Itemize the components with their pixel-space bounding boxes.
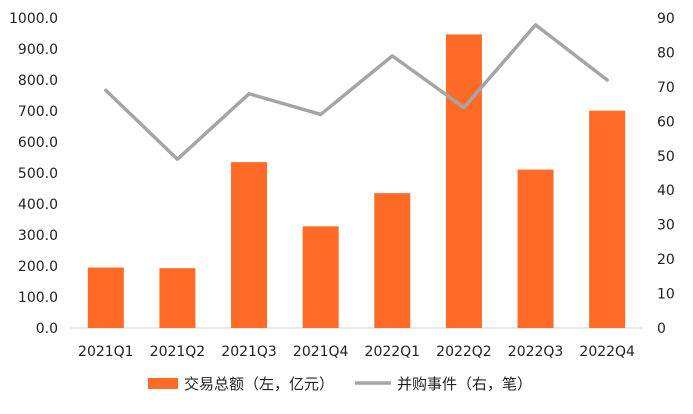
left-axis-tick-label: 0.0 bbox=[36, 321, 58, 337]
right-axis-tick-label: 50 bbox=[657, 149, 675, 165]
left-axis-tick-label: 900.0 bbox=[18, 42, 58, 58]
left-axis-tick-label: 800.0 bbox=[18, 73, 58, 89]
x-axis-tick-label: 2022Q1 bbox=[365, 344, 421, 360]
bar bbox=[589, 110, 626, 328]
left-axis-tick-label: 1000.0 bbox=[9, 11, 58, 27]
legend-bar-label: 交易总额（左，亿元） bbox=[184, 375, 334, 393]
bar bbox=[87, 267, 124, 328]
right-axis-tick-label: 10 bbox=[657, 287, 675, 303]
right-axis-tick-label: 40 bbox=[657, 183, 675, 199]
right-axis-tick-label: 30 bbox=[657, 218, 675, 234]
legend-bar-swatch bbox=[148, 378, 178, 389]
left-axis-tick-label: 700.0 bbox=[18, 104, 58, 120]
bar bbox=[517, 169, 554, 328]
right-axis-tick-label: 70 bbox=[657, 80, 675, 96]
right-axis-tick-label: 80 bbox=[657, 45, 675, 61]
x-axis-tick-label: 2022Q3 bbox=[508, 344, 564, 360]
legend-line-label: 并购事件（右，笔） bbox=[397, 375, 532, 393]
left-axis-tick-label: 400.0 bbox=[18, 197, 58, 213]
bar bbox=[445, 34, 482, 329]
line-series bbox=[104, 23, 609, 161]
x-axis-tick-label: 2021Q1 bbox=[78, 344, 134, 360]
x-axis-tick-label: 2022Q2 bbox=[436, 344, 492, 360]
left-axis-tick-label: 500.0 bbox=[18, 166, 58, 182]
left-axis-tick-label: 100.0 bbox=[18, 290, 58, 306]
right-axis: 0 10 20 30 40 50 60 70 80 90 bbox=[657, 11, 675, 337]
series-line bbox=[104, 23, 609, 161]
left-axis-tick-label: 300.0 bbox=[18, 228, 58, 244]
right-axis-tick-label: 90 bbox=[657, 11, 675, 27]
right-axis-tick-label: 60 bbox=[657, 114, 675, 130]
left-axis-tick-label: 600.0 bbox=[18, 135, 58, 151]
bar bbox=[159, 268, 196, 328]
x-axis-tick-label: 2021Q2 bbox=[150, 344, 206, 360]
bar-series bbox=[87, 34, 626, 329]
x-axis-tick-label: 2021Q4 bbox=[293, 344, 349, 360]
x-axis-tick-label: 2021Q3 bbox=[221, 344, 277, 360]
bar bbox=[231, 162, 268, 328]
right-axis-tick-label: 20 bbox=[657, 252, 675, 268]
bar bbox=[374, 193, 411, 328]
left-axis-tick-label: 200.0 bbox=[18, 259, 58, 275]
left-axis: 0.0 100.0 200.0 300.0 400.0 500.0 600.0 700.0 80… bbox=[9, 11, 58, 337]
right-axis-tick-label: 0 bbox=[657, 321, 666, 337]
x-axis-labels: 2021Q1 2021Q2 2021Q3 2021Q4 2022Q1 2022Q2 2022… bbox=[78, 344, 635, 360]
bar bbox=[302, 226, 339, 328]
legend: 交易总额（左，亿元） 并购事件（右，笔） bbox=[148, 375, 532, 393]
x-axis-tick-label: 2022Q4 bbox=[579, 344, 635, 360]
